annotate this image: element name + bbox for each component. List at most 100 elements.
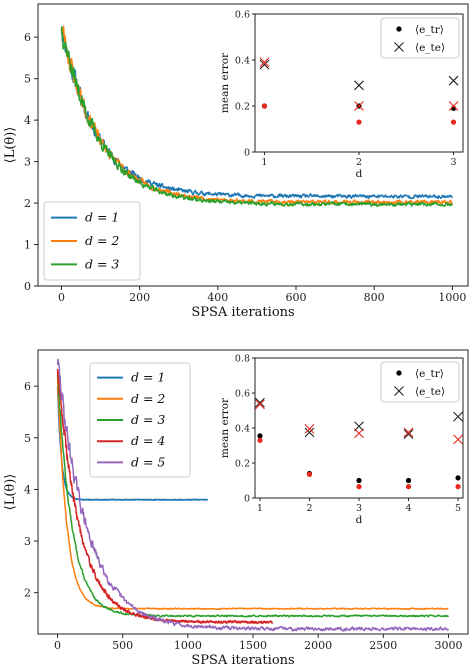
inset-x-tick-label: 3 (451, 157, 457, 168)
x-tick-label: 0 (54, 639, 61, 652)
series-line-d1 (60, 29, 454, 200)
inset-point-test-red (354, 101, 364, 111)
legend-box (89, 362, 191, 478)
x-tick-label: 1500 (239, 639, 267, 652)
inset-chart: 1 2 3 0 0.2 0.4 0.6 d mean error ⟨e_tr⟩ ⟨e_te⟩ (219, 10, 464, 180)
inset-point-test-black (255, 397, 265, 408)
inset-point-test-red (354, 428, 364, 439)
inset-y-tick-label: 0 (244, 494, 250, 505)
legend: d = 1 d = 2 d = 3 (43, 201, 141, 281)
y-tick-label: 6 (24, 31, 31, 44)
inset-y-tick-label: 0.6 (235, 10, 250, 21)
inset-point-train-red (405, 484, 412, 490)
inset-point-test-red (453, 434, 463, 445)
legend-label-d3: d = 3 (131, 412, 165, 427)
inset-point-test-red (259, 57, 270, 68)
y-tick-label: 1 (24, 239, 31, 252)
y-tick-label: 3 (24, 156, 31, 169)
inset-point-train-red (450, 119, 457, 125)
inset-point-train-black (257, 433, 263, 439)
y-tick-label: 5 (24, 432, 31, 445)
inset-y-axis-title: mean error (219, 397, 231, 458)
x-tick-label: 1000 (438, 291, 466, 304)
inset-y-tick-label: 0 (244, 148, 250, 159)
inset-legend-test-label: ⟨e_te⟩ (415, 42, 445, 54)
x-tick-label: 2000 (304, 639, 332, 652)
x-tick-label: 0 (58, 291, 65, 304)
inset-legend-train-label: ⟨e_tr⟩ (415, 24, 444, 36)
inset-point-test-red (255, 399, 265, 410)
inset-y-tick-label: 0.4 (235, 424, 250, 435)
legend-label-d1: d = 1 (85, 210, 119, 225)
inset-x-tick-label: 3 (356, 503, 362, 514)
y-axis-title: ⟨L(θ)⟩ (3, 474, 18, 511)
inset-legend-train-label: ⟨e_tr⟩ (415, 368, 444, 380)
plot-frame (37, 3, 469, 287)
y-tick-label: 0 (24, 280, 31, 293)
x-axis-title: SPSA iterations (191, 305, 294, 320)
inset-point-train-black (356, 477, 362, 484)
y-tick-label: 5 (24, 73, 31, 86)
x-axis-title: SPSA iterations (191, 653, 294, 668)
series-line-d2 (60, 25, 454, 206)
inset-y-axis-title: mean error (219, 52, 231, 113)
inset-point-test-black (448, 75, 459, 86)
legend-label-d5: d = 5 (131, 454, 165, 469)
inset-x-tick-label: 5 (455, 503, 461, 514)
inset-chart: 1 2 3 4 5 0 0.2 0.4 0.6 0.8 d mean error ⟨e_tr⟩ ⟨e_te… (219, 354, 464, 526)
inset-y-tick-label: 0.2 (235, 459, 250, 470)
x-tick-label: 500 (112, 639, 133, 652)
inset-x-tick-label: 1 (261, 157, 267, 168)
y-tick-label: 4 (24, 483, 31, 496)
legend-label-d2: d = 2 (85, 233, 119, 248)
inset-point-train-red (356, 119, 362, 125)
inset-legend-train-marker (396, 370, 402, 376)
inset-x-tick-label: 4 (406, 503, 412, 514)
inset-legend-test-label: ⟨e_te⟩ (415, 386, 445, 398)
inset-point-test-black (304, 427, 315, 438)
legend-label-d3: d = 3 (85, 256, 119, 271)
inset-point-test-black (354, 80, 364, 91)
series-line-d3 (60, 26, 454, 207)
inset-y-tick-label: 0.6 (235, 389, 250, 400)
y-axis-title: ⟨L(θ)⟩ (3, 127, 18, 164)
series-line-d5 (56, 358, 450, 632)
x-tick-label: 600 (286, 291, 307, 304)
inset-x-tick-label: 2 (306, 503, 312, 514)
inset-point-train-black (405, 477, 412, 484)
inset-legend: ⟨e_tr⟩ ⟨e_te⟩ (380, 17, 460, 59)
inset-point-train-red (306, 471, 313, 477)
inset-point-train-red (356, 484, 362, 490)
inset-point-test-black (259, 59, 270, 70)
inset-y-tick-label: 0.2 (235, 102, 250, 113)
inset-point-test-black (453, 411, 463, 422)
y-tick-label: 4 (24, 114, 31, 127)
legend-box (43, 201, 141, 281)
inset-x-tick-label: 1 (257, 503, 263, 514)
y-tick-label: 6 (24, 380, 31, 393)
legend: d = 1 d = 2 d = 3 d = 4 d = 5 (89, 362, 191, 478)
x-tick-label: 3000 (434, 639, 462, 652)
legend-label-d2: d = 2 (131, 391, 165, 406)
inset-point-test-black (403, 429, 414, 440)
series-group (56, 358, 450, 632)
inset-point-train-red (257, 437, 263, 443)
legend-label-d4: d = 4 (131, 433, 165, 448)
inset-legend-test-marker (394, 386, 404, 396)
inset-point-test-black (354, 421, 364, 432)
inset-x-axis-title: d (356, 168, 363, 180)
inset-x-axis-title: d (356, 514, 363, 526)
x-tick-label: 2500 (369, 639, 397, 652)
inset-point-train-red (261, 103, 268, 109)
series-group (60, 25, 454, 207)
inset-point-train-black (455, 475, 461, 481)
inset-y-tick-label: 0.4 (235, 56, 250, 67)
inset-point-test-red (448, 101, 459, 111)
y-tick-label: 2 (24, 197, 31, 210)
legend-label-d1: d = 1 (131, 370, 165, 385)
chart-panel-2: 0 500 1000 1500 2000 2500 3000 2 3 4 5 6 SPSA iterat… (3, 349, 469, 668)
inset-legend-train-marker (396, 26, 402, 32)
x-tick-label: 1000 (174, 639, 202, 652)
inset-legend-test-marker (394, 42, 404, 52)
